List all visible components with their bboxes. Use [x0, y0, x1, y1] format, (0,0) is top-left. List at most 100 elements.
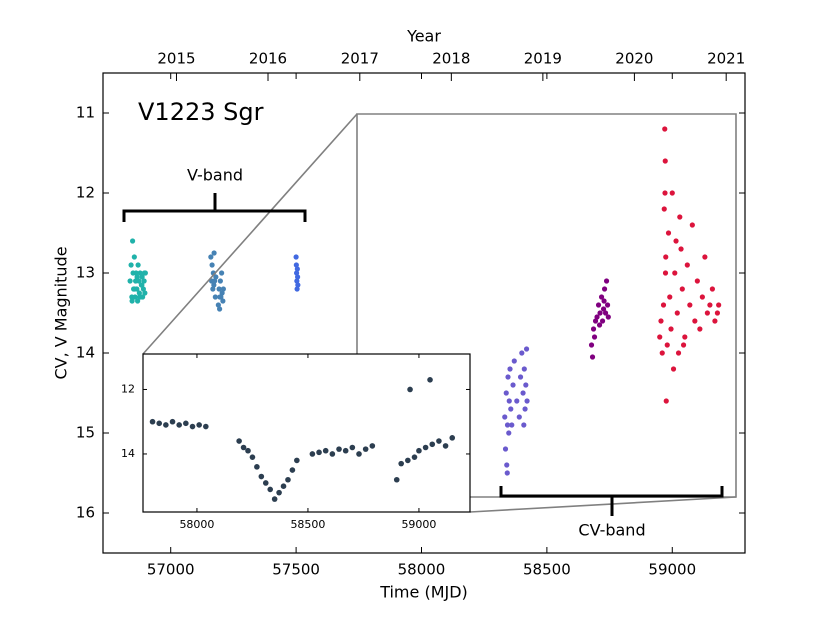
data-point: [136, 278, 142, 284]
data-point: [599, 318, 606, 324]
data-point: [217, 278, 223, 284]
data-point: [289, 467, 296, 473]
data-point: [329, 451, 336, 457]
data-point: [215, 302, 221, 308]
data-point: [596, 322, 603, 328]
data-point: [219, 270, 225, 276]
data-point: [189, 423, 196, 430]
data-point: [294, 278, 300, 284]
data-point: [293, 254, 299, 260]
data-point: [673, 238, 679, 244]
data-point: [600, 306, 607, 312]
data-point: [295, 274, 301, 280]
data-point: [707, 302, 713, 308]
data-point: [509, 422, 515, 428]
data-point: [709, 286, 715, 292]
data-point: [127, 278, 133, 284]
data-point: [163, 422, 169, 428]
data-point: [429, 441, 436, 448]
data-point: [716, 302, 722, 308]
data-point: [156, 420, 163, 427]
data-point: [657, 334, 663, 340]
data-point: [675, 350, 682, 356]
data-point: [169, 418, 176, 425]
x-tick-label: 59000: [401, 518, 436, 531]
data-point: [519, 350, 525, 356]
data-point: [663, 398, 669, 404]
data-point: [687, 302, 693, 308]
data-point: [336, 446, 342, 452]
data-point: [240, 444, 247, 451]
data-point: [196, 422, 202, 428]
data-point: [203, 423, 209, 430]
data-point: [523, 382, 529, 388]
data-point: [523, 346, 530, 352]
data-point: [598, 294, 605, 300]
data-point: [674, 310, 680, 316]
data-point: [692, 318, 698, 324]
data-point: [211, 282, 217, 288]
data-point: [141, 278, 147, 284]
data-point: [506, 430, 512, 436]
data-point: [604, 302, 611, 308]
x2-tick-label: 2016: [249, 50, 287, 68]
data-point: [422, 444, 429, 451]
data-point: [678, 246, 684, 252]
data-point: [520, 390, 526, 396]
data-point: [213, 274, 219, 280]
data-point: [249, 454, 256, 460]
data-point: [294, 270, 300, 276]
data-point: [591, 334, 598, 340]
data-point: [663, 254, 669, 260]
data-point: [514, 398, 520, 404]
data-point: [662, 158, 668, 164]
data-point: [176, 422, 182, 428]
data-point: [211, 250, 217, 256]
x2-tick-label: 2021: [707, 50, 745, 68]
data-point: [670, 366, 677, 372]
data-point: [680, 342, 687, 348]
annotation: V-band: [187, 166, 243, 185]
data-point: [134, 274, 140, 280]
data-point: [128, 262, 134, 268]
data-point: [589, 354, 596, 360]
data-point: [694, 278, 700, 284]
data-point: [660, 302, 667, 308]
data-point: [398, 460, 404, 467]
data-point: [405, 457, 411, 464]
x-tick-label: 57000: [147, 561, 195, 579]
x2-tick-label: 2020: [615, 50, 653, 68]
data-point: [510, 382, 516, 388]
data-point: [714, 310, 721, 316]
data-point: [597, 310, 603, 316]
data-point: [139, 282, 145, 288]
data-point: [603, 278, 610, 284]
data-point: [280, 483, 287, 490]
data-point: [209, 262, 215, 268]
data-point: [605, 314, 611, 320]
data-point: [216, 286, 222, 292]
data-point: [517, 374, 524, 380]
data-point: [704, 310, 710, 316]
data-point: [142, 290, 148, 296]
data-point: [672, 270, 678, 276]
data-point: [699, 294, 705, 300]
data-point: [436, 438, 442, 444]
data-point: [285, 476, 291, 483]
data-point: [294, 457, 300, 464]
x-tick-label: 57500: [272, 561, 320, 579]
y-tick-label: 14: [121, 447, 135, 460]
data-point: [665, 230, 672, 236]
data-point: [135, 298, 141, 304]
y-tick-label: 15: [76, 424, 95, 442]
data-point: [503, 390, 509, 396]
data-point: [504, 470, 510, 476]
data-point: [602, 310, 609, 316]
main-axes: 57000 57500 58000 58500 59000 11 12 13 14 15 16 201…: [76, 50, 746, 579]
x-tick-label: 59000: [648, 561, 696, 579]
data-point: [210, 286, 216, 292]
data-point: [521, 366, 527, 372]
data-point: [668, 326, 674, 332]
data-point: [669, 190, 675, 196]
data-point: [212, 294, 218, 300]
